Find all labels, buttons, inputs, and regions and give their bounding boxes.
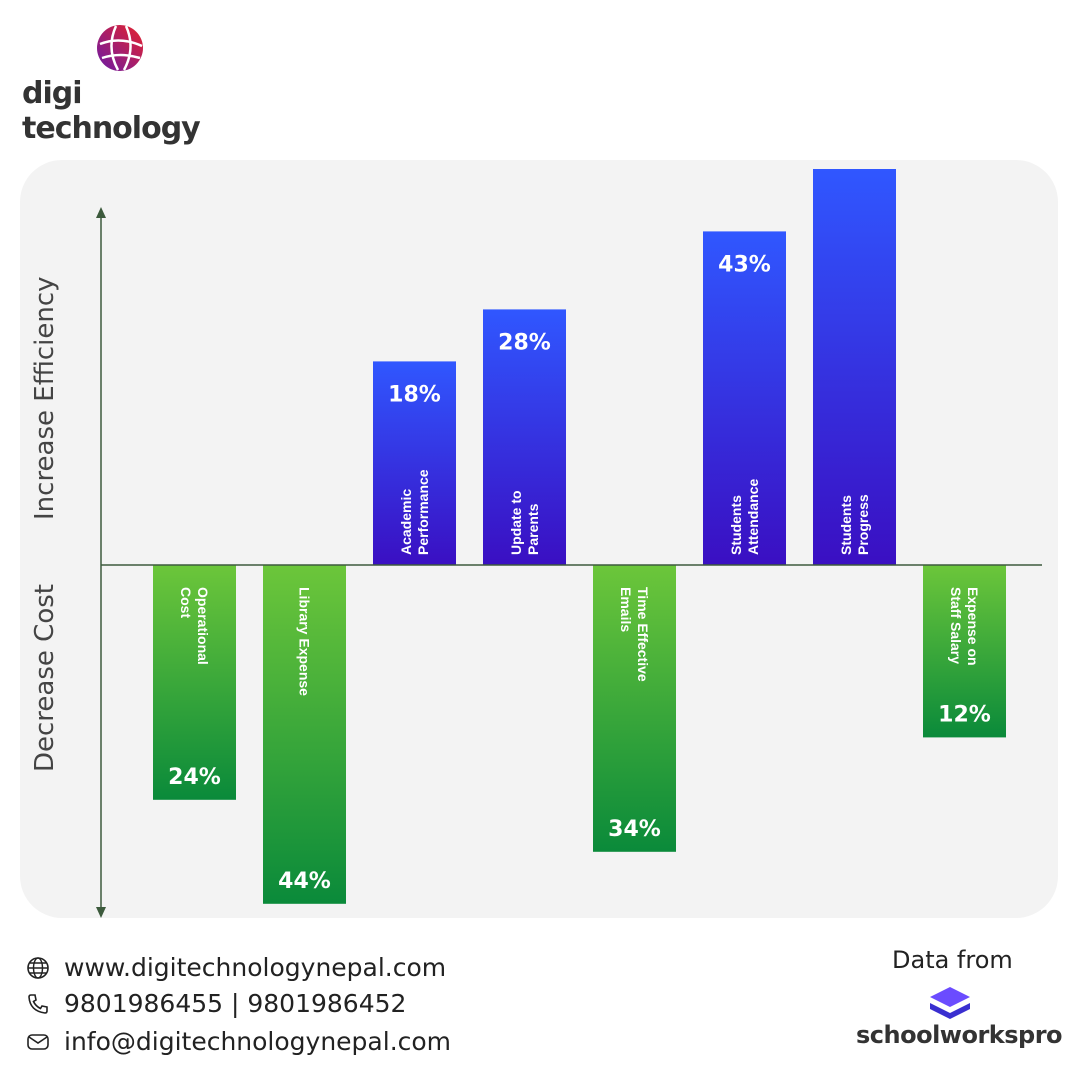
y-label-decrease: Decrease Cost bbox=[30, 584, 60, 772]
phone-row: 9801986455 | 9801986452 bbox=[26, 989, 406, 1018]
value-label-1: 44% bbox=[278, 869, 331, 894]
category-label-5: StudentsAttendance bbox=[728, 479, 761, 555]
website-link[interactable]: www.digitechnologynepal.com bbox=[64, 953, 447, 982]
phone-icon bbox=[28, 993, 48, 1014]
category-label-3: Update toParents bbox=[508, 490, 541, 555]
bar-0 bbox=[153, 565, 236, 800]
value-label-0: 24% bbox=[168, 765, 221, 790]
bar-4 bbox=[593, 565, 676, 852]
source-name: schoolworkspro bbox=[856, 1021, 1063, 1049]
schoolworkspro-cube-icon bbox=[930, 987, 970, 1019]
y-label-increase: Increase Efficiency bbox=[30, 276, 60, 520]
category-label-4: Time EffectiveEmails bbox=[618, 587, 651, 682]
bar-3 bbox=[483, 309, 566, 565]
brand-name: digi technology bbox=[22, 76, 201, 146]
phone-numbers[interactable]: 9801986455 | 9801986452 bbox=[64, 989, 407, 1018]
bar-7 bbox=[923, 565, 1006, 738]
value-label-7: 12% bbox=[938, 702, 991, 727]
category-label-7: Expense onStaff Salary bbox=[948, 587, 981, 666]
data-from-label: Data from bbox=[892, 946, 1013, 974]
website-row: www.digitechnologynepal.com bbox=[26, 953, 446, 982]
category-label-0: OperationalCost bbox=[178, 587, 211, 665]
value-label-5: 43% bbox=[718, 252, 771, 277]
value-label-2: 18% bbox=[388, 382, 441, 407]
value-label-3: 28% bbox=[498, 330, 551, 355]
y-axis-arrow-down bbox=[96, 907, 106, 918]
category-label-6: StudentsProgress bbox=[838, 494, 871, 555]
y-axis-arrow-up bbox=[96, 207, 106, 218]
bar-1 bbox=[263, 565, 346, 904]
globe-icon bbox=[27, 956, 49, 979]
email-row: info@digitechnologynepal.com bbox=[26, 1027, 451, 1056]
schoolworkspro-logo: schoolworkspro bbox=[856, 985, 1063, 1055]
bar-5 bbox=[703, 231, 786, 565]
bar-6 bbox=[813, 169, 896, 565]
globe-logo-icon bbox=[97, 25, 143, 71]
category-label-1: Library Expense bbox=[297, 587, 313, 696]
category-label-2: AcademicPerformance bbox=[398, 469, 431, 555]
bar-2 bbox=[373, 361, 456, 565]
mail-icon bbox=[27, 1033, 49, 1050]
digi-technology-logo: digi technology bbox=[22, 22, 227, 146]
value-label-4: 34% bbox=[608, 817, 661, 842]
email-link[interactable]: info@digitechnologynepal.com bbox=[64, 1027, 452, 1056]
